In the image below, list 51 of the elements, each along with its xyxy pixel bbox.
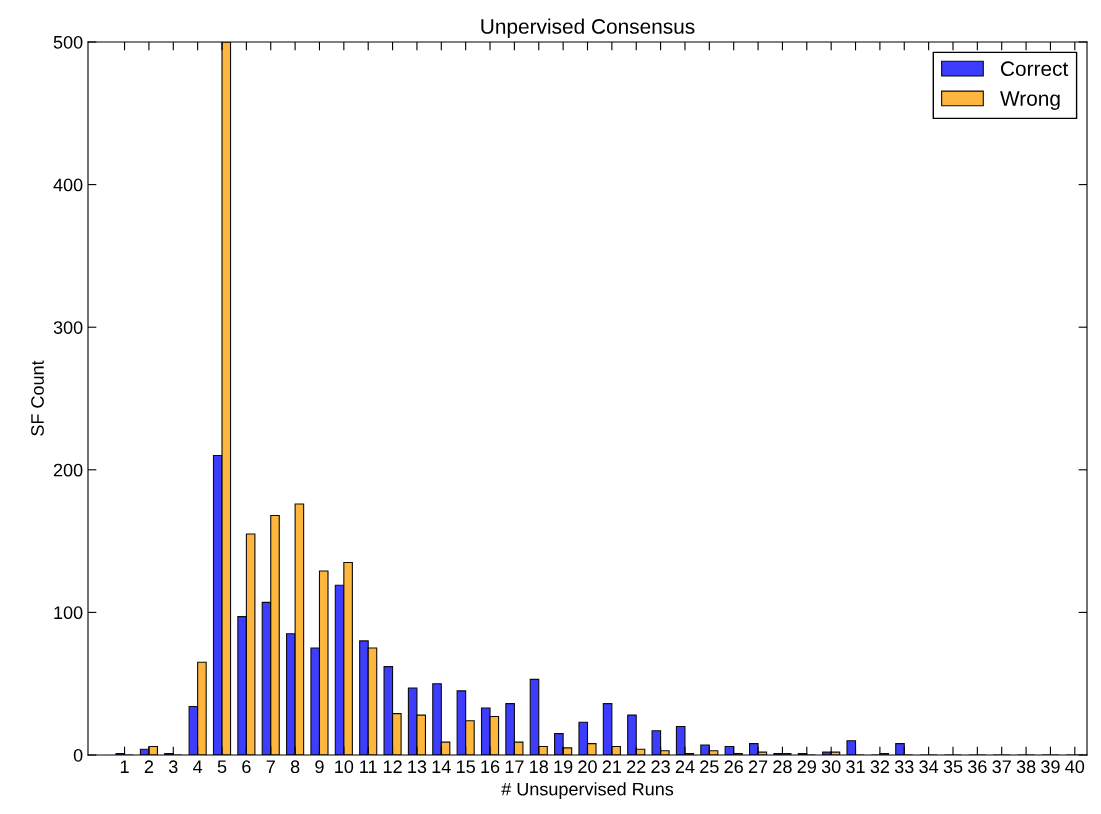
x-tick-label: 26 xyxy=(724,760,743,774)
x-tick-label: 13 xyxy=(408,760,427,774)
x-tick-label: 12 xyxy=(383,760,402,773)
x-tick-label: 35 xyxy=(943,760,963,774)
x-tick-label: 17 xyxy=(505,760,524,773)
x-tick-label: 10 xyxy=(335,760,354,774)
x-tick-label: 16 xyxy=(481,760,500,774)
x-tick-label: 38 xyxy=(1016,760,1036,774)
x-tick-label: 8 xyxy=(290,760,300,774)
x-tick-label: 36 xyxy=(968,760,987,774)
x-tick-label: 7 xyxy=(266,760,275,773)
chart-title: Unpervised Consensus xyxy=(481,18,695,38)
x-tick-label: 21 xyxy=(602,760,622,773)
x-tick-label: 9 xyxy=(315,760,324,774)
x-tick-label: 1 xyxy=(120,760,129,773)
x-tick-label: 5 xyxy=(217,760,227,774)
legend-label: Correct xyxy=(1001,61,1069,77)
x-tick-label: 15 xyxy=(457,760,475,774)
x-tick-label: 11 xyxy=(360,760,377,773)
x-tick-label: 6 xyxy=(242,760,251,774)
y-tick-label: 200 xyxy=(53,463,83,477)
x-tick-label: 32 xyxy=(870,760,890,774)
x-tick-label: 4 xyxy=(193,760,203,773)
y-tick-label: 500 xyxy=(53,35,83,49)
x-axis-title: # Unsupervised Runs xyxy=(501,782,674,800)
x-tick-label: 3 xyxy=(168,760,178,774)
x-tick-label: 28 xyxy=(773,760,792,774)
x-tick-label: 40 xyxy=(1065,760,1085,774)
x-tick-label: 33 xyxy=(894,760,914,774)
x-tick-label: 14 xyxy=(432,760,451,773)
x-tick-label: 18 xyxy=(530,760,549,774)
x-tick-label: 30 xyxy=(821,760,841,774)
y-axis-title: SF Count xyxy=(31,360,44,436)
x-tick-label: 25 xyxy=(700,760,719,774)
x-tick-label: 31 xyxy=(846,760,865,774)
y-tick-label: 0 xyxy=(73,748,83,762)
x-tick-label: 37 xyxy=(992,760,1011,774)
x-tick-label: 29 xyxy=(797,760,816,774)
x-tick-label: 34 xyxy=(919,760,939,774)
y-tick-label: 400 xyxy=(53,178,83,192)
y-tick-label: 300 xyxy=(53,321,83,334)
x-tick-label: 39 xyxy=(1041,760,1060,774)
x-tick-label: 20 xyxy=(578,760,597,774)
x-tick-label: 27 xyxy=(748,760,768,773)
legend-label: Wrong xyxy=(1000,91,1060,111)
x-tick-label: 23 xyxy=(651,760,670,774)
x-tick-label: 22 xyxy=(627,760,646,773)
y-tick-label: 100 xyxy=(54,606,83,620)
x-tick-label: 19 xyxy=(554,760,573,774)
x-tick-label: 2 xyxy=(144,760,154,773)
x-tick-label: 24 xyxy=(675,760,695,773)
